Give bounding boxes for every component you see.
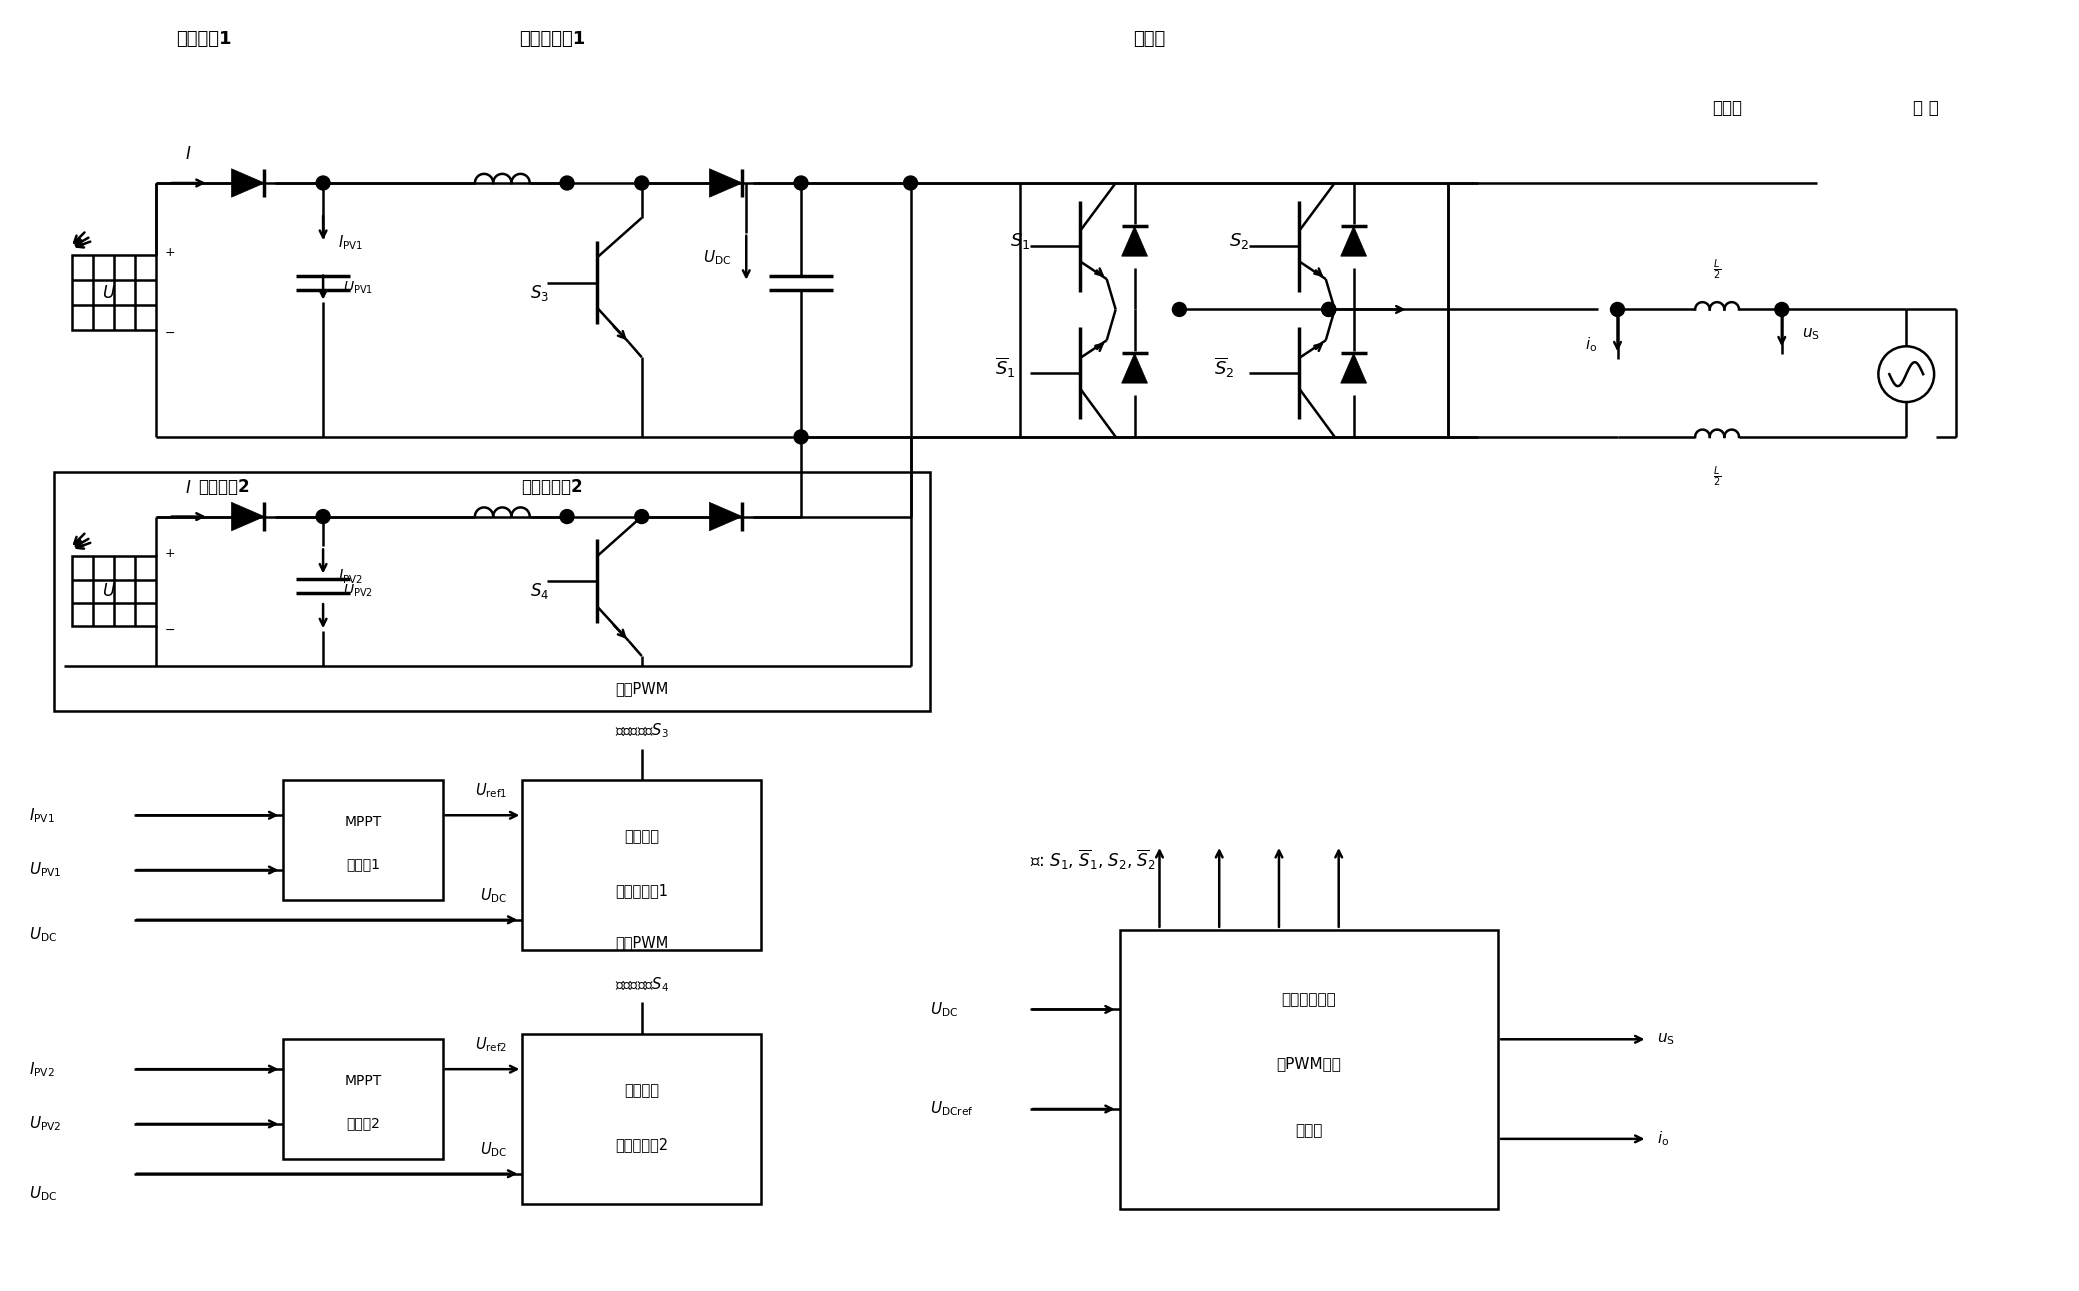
Circle shape <box>794 430 809 444</box>
Text: MPPT: MPPT <box>345 815 383 829</box>
Text: 升压变换器2: 升压变换器2 <box>522 478 582 496</box>
Text: $U_{\rm DC}$: $U_{\rm DC}$ <box>480 886 507 905</box>
Text: 控制器: 控制器 <box>1295 1123 1322 1137</box>
Text: 光伏阵列1: 光伏阵列1 <box>177 30 231 48</box>
Text: $U_{\rm ref2}$: $U_{\rm ref2}$ <box>476 1035 507 1055</box>
Circle shape <box>794 176 809 190</box>
Text: 电压控制器1: 电压控制器1 <box>615 883 667 899</box>
Text: $I_{\rm PV2}$: $I_{\rm PV2}$ <box>29 1060 56 1078</box>
Text: 光伏阵列2: 光伏阵列2 <box>198 478 249 496</box>
Text: 滤波器: 滤波器 <box>1711 99 1742 117</box>
Polygon shape <box>709 502 742 531</box>
Text: $U_{\rm ref1}$: $U_{\rm ref1}$ <box>474 781 507 800</box>
Bar <box>283 781 443 900</box>
Text: 电流预测优化: 电流预测优化 <box>1281 991 1337 1007</box>
Text: $S_4$: $S_4$ <box>530 581 549 602</box>
Text: $U_{\rm PV2}$: $U_{\rm PV2}$ <box>343 584 372 599</box>
Text: $U_{\rm PV1}$: $U_{\rm PV1}$ <box>29 861 62 879</box>
Text: $I$: $I$ <box>185 145 191 163</box>
Bar <box>71 556 156 626</box>
Text: $U$: $U$ <box>102 284 116 302</box>
Text: 脉冲信号至$S_4$: 脉冲信号至$S_4$ <box>615 975 669 994</box>
Polygon shape <box>231 502 264 531</box>
Text: $I_{\rm PV1}$: $I_{\rm PV1}$ <box>29 806 56 825</box>
Text: 控制器2: 控制器2 <box>345 1115 380 1130</box>
Circle shape <box>1611 302 1624 316</box>
Text: $\frac{L}{2}$: $\frac{L}{2}$ <box>1713 465 1721 489</box>
Text: $U_{\rm DC}$: $U_{\rm DC}$ <box>931 1001 958 1019</box>
Bar <box>522 781 761 950</box>
Text: $I_{\rm PV2}$: $I_{\rm PV2}$ <box>339 567 364 586</box>
Polygon shape <box>1341 226 1366 256</box>
Circle shape <box>316 176 331 190</box>
Text: 电压控制器2: 电压控制器2 <box>615 1137 667 1152</box>
Circle shape <box>904 176 917 190</box>
Text: $S_3$: $S_3$ <box>530 283 549 302</box>
Polygon shape <box>1341 354 1366 383</box>
Text: $I$: $I$ <box>185 479 191 497</box>
Bar <box>71 256 156 330</box>
Text: 升压变换器1: 升压变换器1 <box>520 30 584 48</box>
Bar <box>522 1034 761 1203</box>
Text: 一路PWM: 一路PWM <box>615 682 667 696</box>
Text: $i_{\rm o}$: $i_{\rm o}$ <box>1586 334 1597 354</box>
Bar <box>283 1039 443 1159</box>
Text: 脉冲信号至$S_3$: 脉冲信号至$S_3$ <box>615 722 669 740</box>
Text: $-$: $-$ <box>164 325 175 338</box>
Text: 至: $S_1$, $\overline{S}_1$, $S_2$, $\overline{S}_2$: 至: $S_1$, $\overline{S}_1$, $S_2$, $\ove… <box>1029 848 1156 873</box>
Text: $U_{\rm PV1}$: $U_{\rm PV1}$ <box>343 279 372 296</box>
Text: $u_{\rm S}$: $u_{\rm S}$ <box>1802 327 1819 342</box>
Circle shape <box>316 510 331 524</box>
Circle shape <box>1322 302 1335 316</box>
Text: $\overline{S}_2$: $\overline{S}_2$ <box>1214 356 1235 381</box>
Text: $U_{\rm DC}$: $U_{\rm DC}$ <box>703 248 732 267</box>
Text: $+$: $+$ <box>164 547 175 560</box>
Text: 及PWM脉冲: 及PWM脉冲 <box>1277 1056 1341 1072</box>
Text: MPPT: MPPT <box>345 1074 383 1088</box>
Circle shape <box>1775 302 1788 316</box>
Text: $S_1$: $S_1$ <box>1010 231 1031 252</box>
Circle shape <box>1173 302 1187 316</box>
Text: $S_2$: $S_2$ <box>1229 231 1249 252</box>
Text: 直流母排: 直流母排 <box>624 1083 659 1097</box>
Circle shape <box>559 176 574 190</box>
Text: $U$: $U$ <box>102 582 116 600</box>
Circle shape <box>634 176 649 190</box>
Bar <box>54 471 931 711</box>
Text: $U_{\rm DC}$: $U_{\rm DC}$ <box>29 926 58 944</box>
Text: $I_{\rm PV1}$: $I_{\rm PV1}$ <box>339 234 364 252</box>
Circle shape <box>634 510 649 524</box>
Polygon shape <box>709 169 742 198</box>
Polygon shape <box>1123 226 1148 256</box>
Text: $\frac{L}{2}$: $\frac{L}{2}$ <box>1713 257 1721 281</box>
Text: 控制器1: 控制器1 <box>345 857 380 871</box>
Text: $+$: $+$ <box>164 247 175 259</box>
Text: 电 网: 电 网 <box>1913 99 1940 117</box>
Circle shape <box>559 510 574 524</box>
Bar <box>1121 930 1499 1208</box>
Text: 直流母排: 直流母排 <box>624 829 659 844</box>
Text: $U_{\rm PV2}$: $U_{\rm PV2}$ <box>29 1114 62 1133</box>
Text: $U_{\rm DC}$: $U_{\rm DC}$ <box>29 1184 58 1203</box>
Text: $u_{\rm S}$: $u_{\rm S}$ <box>1657 1032 1676 1047</box>
Polygon shape <box>1123 354 1148 383</box>
Text: $-$: $-$ <box>164 622 175 635</box>
Text: $U_{\rm DCref}$: $U_{\rm DCref}$ <box>931 1100 975 1118</box>
Polygon shape <box>231 169 264 198</box>
Text: $\overline{S}_1$: $\overline{S}_1$ <box>996 356 1015 381</box>
Text: 一路PWM: 一路PWM <box>615 935 667 950</box>
Text: 逆变器: 逆变器 <box>1133 30 1166 48</box>
Text: $U_{\rm DC}$: $U_{\rm DC}$ <box>480 1140 507 1159</box>
Circle shape <box>1322 302 1335 316</box>
Text: $i_{\rm o}$: $i_{\rm o}$ <box>1657 1130 1669 1148</box>
